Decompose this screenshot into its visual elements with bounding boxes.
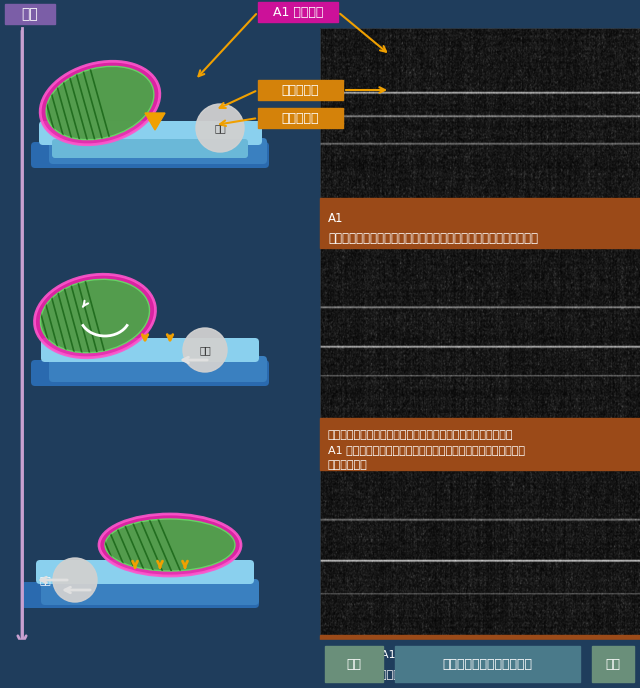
Text: A1 プーリー: A1 プーリー xyxy=(273,6,323,19)
Bar xyxy=(320,470,640,635)
Bar xyxy=(5,4,55,24)
Polygon shape xyxy=(145,113,165,130)
FancyBboxPatch shape xyxy=(31,142,269,168)
Text: 浅指屈筋腱: 浅指屈筋腱 xyxy=(281,83,319,96)
Ellipse shape xyxy=(40,279,150,353)
Bar xyxy=(0,640,640,688)
Bar xyxy=(320,635,640,687)
Text: 深指屈筋腱: 深指屈筋腱 xyxy=(281,111,319,125)
FancyBboxPatch shape xyxy=(52,139,248,158)
FancyBboxPatch shape xyxy=(21,582,259,608)
Bar xyxy=(320,418,640,470)
Bar xyxy=(258,108,343,128)
FancyBboxPatch shape xyxy=(39,121,262,145)
Ellipse shape xyxy=(40,61,160,144)
Text: 節骨に対して平行な位置におさまった状態になっています。: 節骨に対して平行な位置におさまった状態になっています。 xyxy=(328,670,507,680)
Circle shape xyxy=(53,558,97,602)
FancyBboxPatch shape xyxy=(36,560,254,584)
Bar xyxy=(325,646,383,682)
FancyBboxPatch shape xyxy=(49,356,267,382)
FancyBboxPatch shape xyxy=(49,138,267,164)
FancyBboxPatch shape xyxy=(41,338,259,362)
Text: 直接圧迫されていない深指屈筋腱が先に動き始めます。同時に: 直接圧迫されていない深指屈筋腱が先に動き始めます。同時に xyxy=(328,431,513,440)
Text: きだします。: きだします。 xyxy=(328,460,368,470)
Ellipse shape xyxy=(99,514,241,576)
Text: 脑腹: 脑腹 xyxy=(214,123,226,133)
Bar xyxy=(395,646,580,682)
Text: プーリーが右下方向に浅指屈筋腱を圧迫して動きを止めています。: プーリーが右下方向に浅指屈筋腱を圧迫して動きを止めています。 xyxy=(328,232,538,245)
Text: 屈筋腱が通過後、A1 プーリー再深層と浅指・深指屈筋腱共、指: 屈筋腱が通過後、A1 プーリー再深層と浅指・深指屈筋腱共、指 xyxy=(328,649,525,659)
Bar xyxy=(592,646,634,682)
Ellipse shape xyxy=(35,275,156,358)
Text: 伸展: 伸展 xyxy=(22,7,38,21)
Bar xyxy=(320,198,640,248)
Text: 脑腹: 脑腹 xyxy=(39,575,51,585)
Text: 掌側　弾発現象の長軸画像: 掌側 弾発現象の長軸画像 xyxy=(442,658,532,671)
Text: A1: A1 xyxy=(328,212,344,225)
Text: 近位: 近位 xyxy=(605,658,621,671)
Bar xyxy=(320,248,640,418)
Bar xyxy=(258,2,338,22)
Bar xyxy=(320,28,640,198)
Circle shape xyxy=(183,328,227,372)
Circle shape xyxy=(196,104,244,152)
FancyBboxPatch shape xyxy=(31,360,269,386)
FancyBboxPatch shape xyxy=(41,579,259,605)
Text: 脑腹: 脑腹 xyxy=(199,345,211,355)
Text: 遠位: 遠位 xyxy=(346,658,362,671)
Bar xyxy=(258,80,343,100)
Ellipse shape xyxy=(105,519,235,571)
Ellipse shape xyxy=(46,66,154,140)
Text: A1 プーリー最深層が時計方向に動き始めると、浅指屈筋腱も動: A1 プーリー最深層が時計方向に動き始めると、浅指屈筋腱も動 xyxy=(328,445,525,455)
